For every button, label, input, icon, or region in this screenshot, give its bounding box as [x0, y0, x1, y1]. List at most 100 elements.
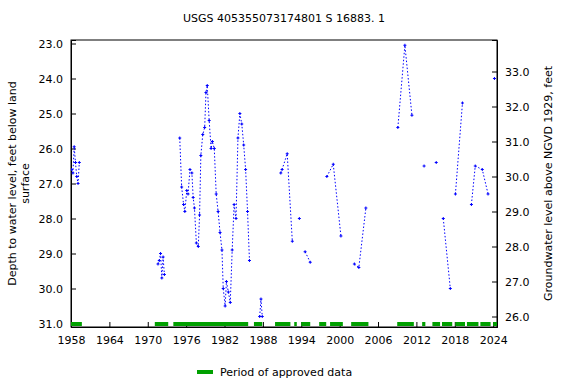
tick-label: 1988	[249, 334, 277, 347]
data-point	[210, 147, 213, 150]
tick: 26.0	[492, 311, 530, 324]
tick: 23.0	[39, 38, 77, 51]
approved-period	[275, 322, 290, 326]
axis-line	[72, 322, 498, 328]
data-point	[286, 152, 289, 155]
data-point	[259, 298, 262, 301]
data-point	[219, 231, 222, 234]
data-point	[332, 163, 335, 166]
y-axis: 23.024.025.026.027.028.029.030.031.0	[39, 38, 77, 331]
data-point	[74, 161, 77, 164]
data-point	[353, 263, 356, 266]
approved-period	[254, 322, 262, 326]
tick-label: 26.0	[39, 143, 64, 156]
approved-period	[442, 322, 452, 326]
data-point	[246, 210, 249, 213]
tick-label: 33.0	[505, 66, 530, 79]
approved-period	[155, 322, 168, 326]
data-point	[158, 259, 161, 262]
tick: 33.0	[492, 66, 530, 79]
tick-mark	[71, 289, 76, 290]
tick: 1994	[288, 322, 316, 347]
tick-mark	[109, 322, 110, 327]
data-point	[162, 256, 165, 259]
data-point	[231, 249, 234, 252]
legend: Period of approved data	[197, 366, 352, 379]
tick-mark	[492, 212, 497, 213]
approved-period	[480, 322, 490, 326]
data-point	[163, 273, 166, 276]
data-point	[410, 114, 413, 117]
tick: 29.0	[39, 248, 77, 261]
data-point	[261, 315, 264, 318]
tick-label: 26.0	[505, 311, 530, 324]
data-point	[193, 207, 196, 210]
legend-label: Period of approved data	[220, 366, 352, 379]
tick-label: 24.0	[39, 73, 64, 86]
tick-mark	[148, 322, 149, 327]
tick-label: 30.0	[39, 283, 64, 296]
data-point	[248, 259, 251, 262]
data-point	[225, 280, 228, 283]
tick-mark	[263, 322, 264, 327]
data-point	[71, 172, 74, 175]
data-point	[203, 126, 206, 129]
data-point	[474, 165, 477, 168]
data-point	[442, 217, 445, 220]
data-point	[71, 168, 73, 171]
data-point	[75, 175, 78, 178]
data-point	[190, 172, 193, 175]
data-point	[160, 277, 163, 280]
tick-label: 1976	[173, 334, 201, 347]
data-point	[481, 168, 484, 171]
approved-period	[294, 322, 297, 326]
tick-label: 28.0	[505, 241, 530, 254]
data-point	[281, 168, 284, 171]
data-point	[180, 186, 183, 189]
y-axis-label-line: surface	[19, 163, 32, 204]
approved-period	[455, 322, 465, 326]
approved-period	[467, 322, 479, 326]
data-point	[229, 301, 232, 304]
tick-label: 30.0	[505, 171, 530, 184]
tick-mark	[378, 322, 379, 327]
tick-mark	[492, 72, 497, 73]
data-point	[235, 217, 238, 220]
tick-mark	[71, 79, 76, 80]
data-point	[211, 140, 214, 143]
tick-label: 2000	[326, 334, 354, 347]
tick: 28.0	[492, 241, 530, 254]
data-point	[487, 193, 490, 196]
tick-mark	[71, 149, 76, 150]
plot-area	[71, 44, 497, 324]
tick-label: 31.0	[39, 318, 64, 331]
approved-period	[319, 322, 326, 326]
tick-mark	[492, 107, 497, 108]
data-point	[423, 165, 426, 168]
data-point	[188, 168, 191, 171]
data-point	[357, 266, 360, 269]
tick-label: 2024	[480, 334, 508, 347]
data-point	[199, 154, 202, 157]
data-point	[217, 210, 220, 213]
y2-axis: 26.027.028.029.030.031.032.033.0	[492, 41, 530, 328]
tick: 30.0	[39, 283, 77, 296]
data-point	[325, 175, 328, 178]
tick-label: 29.0	[505, 206, 530, 219]
tick-label: 32.0	[505, 101, 530, 114]
tick-label: 2012	[403, 334, 431, 347]
tick-mark	[71, 219, 76, 220]
tick: 26.0	[39, 143, 77, 156]
tick-mark	[492, 177, 497, 178]
x-axis: 1958196419701976198219881994200020062012…	[58, 322, 508, 347]
legend-swatch	[197, 370, 213, 374]
tick: 2006	[365, 322, 393, 347]
data-point	[493, 77, 496, 80]
data-point	[240, 123, 243, 126]
tick-label: 1970	[134, 334, 162, 347]
tick: 30.0	[492, 171, 530, 184]
tick-mark	[71, 254, 76, 255]
tick-mark	[71, 44, 76, 45]
data-point	[77, 182, 80, 185]
data-point	[185, 189, 188, 192]
